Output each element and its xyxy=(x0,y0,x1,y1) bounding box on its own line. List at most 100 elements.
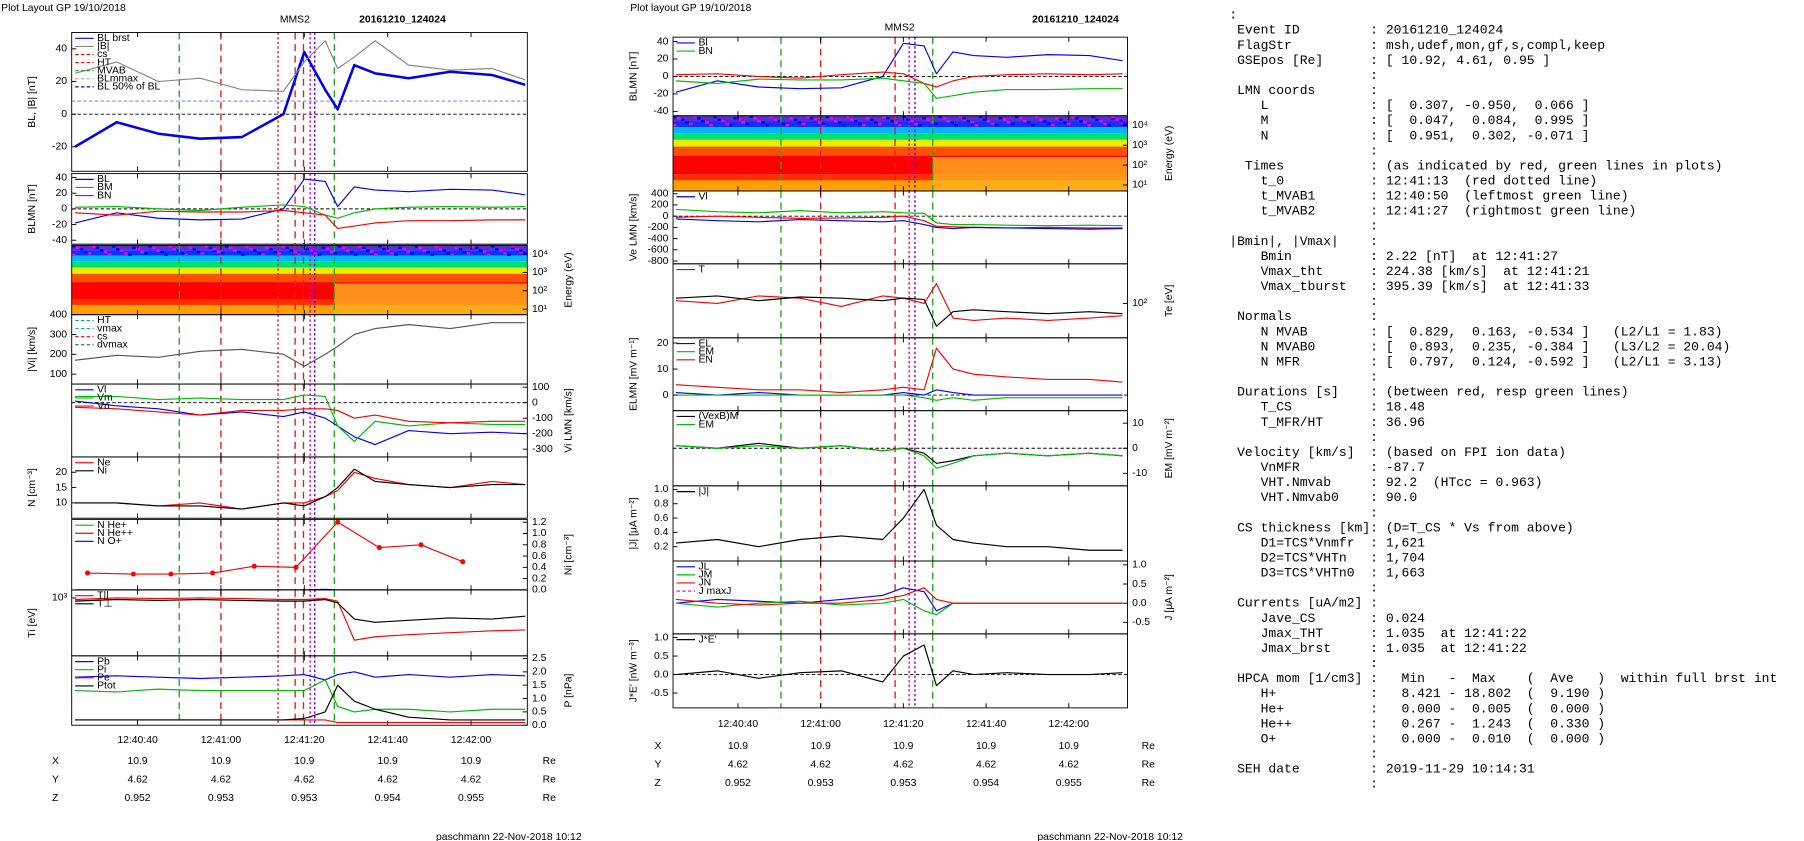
y-tick-label: -40 xyxy=(653,106,668,117)
y-tick-label: 0.5 xyxy=(532,707,547,718)
spectrogram-band xyxy=(1091,115,1095,119)
y-tick-label: 0 xyxy=(663,71,669,82)
spectrogram-band xyxy=(116,248,120,251)
legend-entry: |B| xyxy=(97,41,109,52)
y-tick-label: 0.5 xyxy=(1132,579,1147,590)
x-tick-label: 12:41:20 xyxy=(284,735,325,746)
y-tick-label: 0.6 xyxy=(532,551,547,562)
spectrogram-band xyxy=(910,119,914,123)
spectrogram-band xyxy=(1022,119,1027,123)
summary-line: H+ : 8.421 - 18.802 ( 9.190 ) xyxy=(1229,686,1605,701)
legend-entry: J*E' xyxy=(698,634,716,645)
spectrogram-band xyxy=(745,122,749,126)
spectrogram-band xyxy=(386,249,390,252)
legend-entry: Pe xyxy=(97,673,110,684)
spectrogram-band xyxy=(673,139,1128,147)
y-tick-label: 0.2 xyxy=(532,573,547,584)
spectrogram-band xyxy=(737,118,741,121)
spectrogram-band xyxy=(1043,119,1047,123)
series-line xyxy=(675,215,1123,229)
spectrogram-band xyxy=(503,252,507,255)
y-tick-label: 20 xyxy=(657,54,669,65)
spectrogram-band xyxy=(986,119,991,123)
ephemeris-value: 0.953 xyxy=(291,793,317,804)
x-tick-label: 12:41:40 xyxy=(966,719,1007,730)
spectrogram-band xyxy=(71,250,528,256)
summary-line: Event ID : 20161210_124024 xyxy=(1229,23,1503,38)
spectrogram-band xyxy=(962,118,967,121)
legend-entry: |J| xyxy=(698,486,709,497)
spectrogram-band xyxy=(902,115,906,119)
y-tick-label: 0 xyxy=(1132,443,1138,454)
ephemeris-label: Y xyxy=(52,774,59,785)
spectrogram-band xyxy=(333,252,338,255)
spectrogram-band xyxy=(519,250,523,254)
spectrogram-band xyxy=(438,248,443,251)
ephemeris-value: 0.953 xyxy=(208,793,234,804)
spectrogram-band xyxy=(1059,118,1063,121)
y-tick-label: 10 xyxy=(56,498,68,509)
spectrogram-band xyxy=(362,248,366,251)
series-line xyxy=(675,598,1123,616)
spectrogram-band xyxy=(273,250,277,254)
ephemeris-unit: Re xyxy=(543,756,557,767)
summary-line: CS thickness [km]: (D=T_CS * Vs from abo… xyxy=(1229,520,1574,535)
spectrogram-band xyxy=(942,117,946,120)
spectrogram-band xyxy=(212,248,217,251)
spectrogram-band xyxy=(446,252,451,255)
ephemeris-label: X xyxy=(52,756,59,767)
spectrogram-band xyxy=(1079,119,1083,123)
spectrogram-band xyxy=(697,117,701,120)
series-line xyxy=(675,445,1123,469)
spectrogram-band xyxy=(196,250,201,254)
spectrogram-band xyxy=(673,124,677,127)
legend-entry: dvmax xyxy=(97,340,128,351)
spectrogram-band xyxy=(418,246,422,250)
ephemeris-unit: Re xyxy=(1142,741,1156,752)
spectrogram-band xyxy=(673,180,1128,191)
spectrogram-band xyxy=(378,245,382,248)
spectrogram-band xyxy=(269,248,273,251)
spectrogram-band xyxy=(970,122,975,126)
spectrogram-band xyxy=(725,122,729,126)
y-tick-label: -400 xyxy=(648,233,669,244)
spectrogram-band xyxy=(103,250,108,254)
x-tick-label: 12:41:00 xyxy=(201,735,242,746)
spectrogram-band xyxy=(241,253,245,256)
legend-entry: cs xyxy=(97,49,107,60)
spectrogram-band xyxy=(519,249,523,252)
y-tick-label: 1.0 xyxy=(654,632,669,643)
spectrogram-band xyxy=(898,124,902,127)
y-tick-label: 0.6 xyxy=(654,513,669,524)
spectrogram-band xyxy=(511,245,515,248)
y-tick-label: -800 xyxy=(648,256,669,267)
spectrogram-band xyxy=(491,245,495,248)
legend-entry: Pi xyxy=(97,664,106,675)
series-line xyxy=(675,347,1123,394)
panel-frame xyxy=(672,633,1128,709)
series-line xyxy=(75,684,526,721)
summary-line: t_0 : 12:41:13 (red dotted line) xyxy=(1229,174,1597,189)
summary-line: T_MFR/HT : 36.96 xyxy=(1229,415,1425,430)
spectrogram-band xyxy=(474,246,479,250)
data-point xyxy=(293,564,299,570)
event-id: 20161210_124024 xyxy=(1032,15,1119,26)
legend-entry: N O+ xyxy=(97,536,122,547)
ephemeris-unit: Re xyxy=(543,774,557,785)
spectrogram-band xyxy=(797,121,802,124)
spectrogram-band xyxy=(180,252,185,255)
spectrogram-band xyxy=(511,246,515,250)
y-tick-label: 100 xyxy=(50,369,68,380)
spectrogram-band xyxy=(515,248,519,251)
summary-line: O+ : 0.000 - 0.010 ( 0.000 ) xyxy=(1229,731,1605,746)
spectrogram-band xyxy=(870,118,874,121)
spectrogram-band xyxy=(906,118,910,121)
spectrogram-band xyxy=(349,250,354,254)
summary-line: Jave_CS : 0.024 xyxy=(1229,611,1425,626)
series-line xyxy=(75,406,526,424)
spectrogram-band xyxy=(926,118,930,121)
spectrogram-band xyxy=(781,122,786,126)
spectrogram-band xyxy=(430,253,435,256)
